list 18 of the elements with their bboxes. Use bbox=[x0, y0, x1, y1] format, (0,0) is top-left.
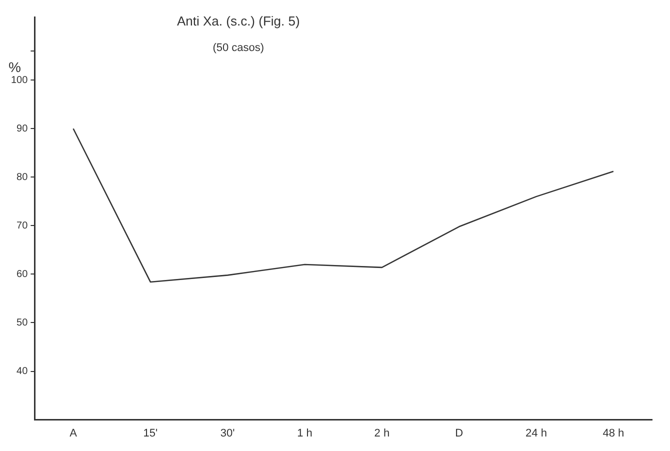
y-tick-label: 80 bbox=[16, 172, 28, 183]
x-tick-label: 2 h bbox=[374, 427, 390, 440]
x-tick-label: 24 h bbox=[526, 427, 547, 440]
x-tick-label: 1 h bbox=[297, 427, 312, 440]
x-tick-label: A bbox=[70, 427, 78, 440]
chart-title: Anti Xa. (s.c.) (Fig. 5) bbox=[176, 14, 300, 29]
y-tick-label: 60 bbox=[16, 268, 28, 280]
y-tick-label: 40 bbox=[16, 366, 28, 378]
y-tick-label: 90 bbox=[16, 123, 28, 134]
x-tick-label: 15' bbox=[143, 427, 158, 440]
x-tick-label: D bbox=[455, 427, 464, 440]
y-tick-label: 70 bbox=[16, 220, 28, 232]
x-tick-label: 30' bbox=[220, 427, 235, 440]
x-tick-label: 48 h bbox=[602, 427, 624, 440]
y-tick-label: 100 bbox=[10, 74, 28, 86]
y-axis-title: % bbox=[8, 58, 21, 75]
y-tick-label: 50 bbox=[16, 317, 28, 328]
text: (50 casos) bbox=[212, 42, 264, 54]
